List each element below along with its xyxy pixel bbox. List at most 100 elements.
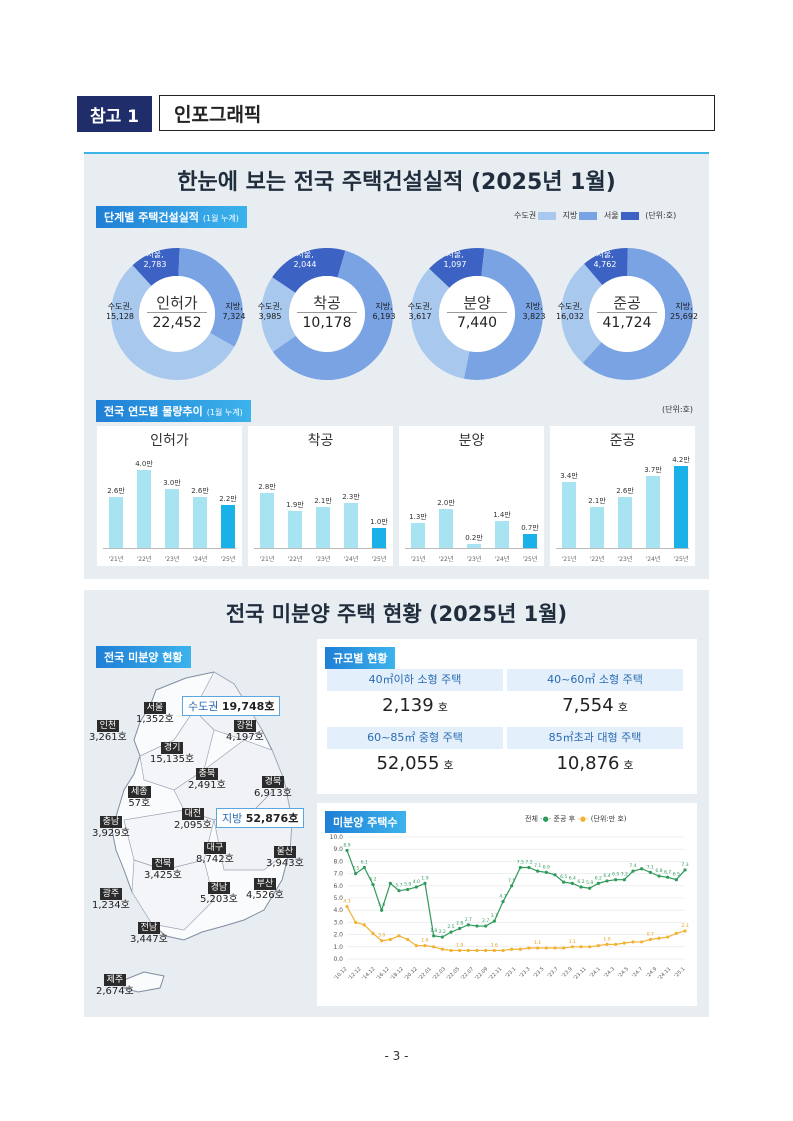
series-point [631, 940, 635, 944]
bar-value-label: 2.0만 [437, 498, 455, 507]
donut-divider [297, 312, 357, 313]
size-value: 52,055 호 [327, 753, 503, 774]
y-tick-label: 1.0 [333, 944, 343, 951]
unsold-housing-panel: 전국 미분양 주택 현황 (2025년 1월) 전국 미분양 현황 수도권 19… [84, 590, 709, 1017]
y-tick-label: 6.0 [333, 883, 343, 890]
point-label: 4.3 [343, 899, 350, 905]
bar-year-label: '21년 [561, 556, 577, 563]
region-value: 3,929호 [92, 828, 130, 839]
x-tick-label: '22.07 [460, 966, 475, 981]
panel-title: 전국 미분양 주택 현황 (2025년 1월) [225, 602, 568, 626]
local-value: 52,876호 [245, 812, 299, 825]
bar-card-title: 착공 [307, 433, 334, 449]
series-point [510, 884, 514, 888]
legend-label: 지방 [562, 211, 578, 220]
region-name: 세종 [128, 786, 151, 798]
local-value: 6,193 [372, 312, 396, 321]
bar-year-label: '23년 [617, 556, 633, 563]
bar-card-title: 인허가 [150, 433, 189, 449]
bar-year-label: '23년 [466, 556, 482, 563]
point-label: 2.3 [681, 923, 688, 929]
unit-label: (단위:호) [645, 211, 677, 220]
x-tick-label: '10.12 [333, 966, 348, 981]
series-point [406, 887, 410, 892]
legend-after: 준공 후 [553, 815, 576, 823]
donut-seoul-label: 서울, 2,044 [285, 250, 325, 270]
y-tick-label: 0.0 [333, 956, 343, 963]
donut-slice-seoul [584, 248, 628, 286]
series-point [527, 946, 531, 950]
series-point [527, 865, 531, 870]
size-number: 10,876 [556, 753, 620, 774]
x-tick-label: '23.1 [504, 966, 517, 979]
seoul-label: 서울, [296, 250, 314, 259]
seoul-label: 서울, [146, 250, 164, 259]
region-value: 2,491호 [188, 780, 226, 791]
point-label: 4.7 [499, 894, 506, 900]
bar-value-label: 2.6만 [616, 487, 634, 496]
x-axis [556, 548, 689, 549]
donut-total: 41,724 [602, 315, 652, 331]
series-point [536, 946, 540, 950]
donut-name: 착공 [313, 294, 341, 312]
series-point [570, 945, 574, 949]
point-label: 2.7 [482, 918, 489, 924]
series-point [362, 923, 366, 927]
bar [523, 534, 537, 548]
bar-value-label: 2.1만 [588, 496, 606, 505]
bar-year-label: '22년 [589, 556, 605, 563]
region-value: 5,203호 [200, 894, 238, 905]
bar-value-label: 4.0만 [135, 459, 153, 468]
series-point [640, 867, 644, 871]
region-name: 충남 [99, 816, 123, 828]
series-point [579, 945, 583, 949]
trend-chart: 10.0 9.0 8.0 7.0 6.0 5.0 4.0 3.0 2.0 1.0 0.0 '10.12… [330, 834, 689, 982]
x-tick-label: '22.01 [418, 966, 433, 981]
series-point [371, 931, 375, 935]
point-label: 7.4 [629, 863, 636, 869]
unsold-trend-card: 미분양 주택수 전체 -●- 준공 후 -●- (단위:만 호) 10.0 9.0… [317, 803, 697, 1006]
size-tag: 규모별 현황 [325, 647, 396, 669]
series-point [397, 889, 401, 893]
point-label: 6.2 [595, 875, 602, 881]
point-label: 2.2 [439, 929, 446, 935]
region-value: 3,943호 [266, 858, 304, 869]
region-name: 울산 [273, 846, 297, 858]
trend-legend: 전체 -●- 준공 후 -●- (단위:만 호) [525, 814, 627, 824]
region-label: 부산 4,526호 [246, 878, 284, 902]
region-name: 제주 [103, 974, 127, 986]
bar-year-label: '21년 [259, 556, 275, 563]
legend-total: 전체 [525, 815, 538, 823]
series-point [562, 946, 566, 950]
bar-card: 분양 1.3만 '21년 2.0만 '22년 0.2만 '23년 1.4만 '24년 0.7만 '2… [399, 426, 544, 566]
metro-value: 16,032 [556, 312, 584, 321]
region-name: 충북 [195, 768, 219, 780]
bar-card-title: 준공 [609, 433, 636, 449]
point-label: 6.2 [577, 879, 584, 885]
local-value: 3,823 [522, 312, 546, 321]
series-point [536, 869, 540, 873]
page-number: - 3 - [384, 1049, 409, 1063]
region-label: 세종 57호 [128, 786, 151, 810]
region-label: 울산 3,943호 [266, 846, 304, 870]
region-label: 대전 2,095호 [174, 808, 212, 832]
x-tick-label: '23.7 [547, 966, 560, 979]
donut-metro-label: 수도권, 15,128 [102, 302, 138, 322]
series-point [666, 875, 670, 879]
series-point [492, 919, 496, 923]
size-status-card: 규모별 현황 40㎡이하 소형 주택 2,139 호 40~60㎡ 소형 주택 7,55… [317, 639, 697, 794]
point-label: 5.7 [395, 883, 402, 889]
metro-value: 15,128 [106, 312, 134, 321]
bar-value-label: 2.8만 [258, 483, 276, 492]
bar [646, 475, 660, 548]
bar [344, 503, 358, 548]
seoul-label: 서울, [596, 250, 614, 259]
region-value: 4,197호 [226, 732, 264, 743]
bar [467, 544, 481, 548]
bar-value-label: 1.4만 [493, 510, 511, 519]
size-number: 7,554 [562, 695, 614, 716]
series-point [354, 872, 358, 876]
point-label: 6.4 [603, 873, 610, 879]
seoul-value: 2,044 [293, 260, 317, 269]
legend-swatch [620, 211, 639, 220]
